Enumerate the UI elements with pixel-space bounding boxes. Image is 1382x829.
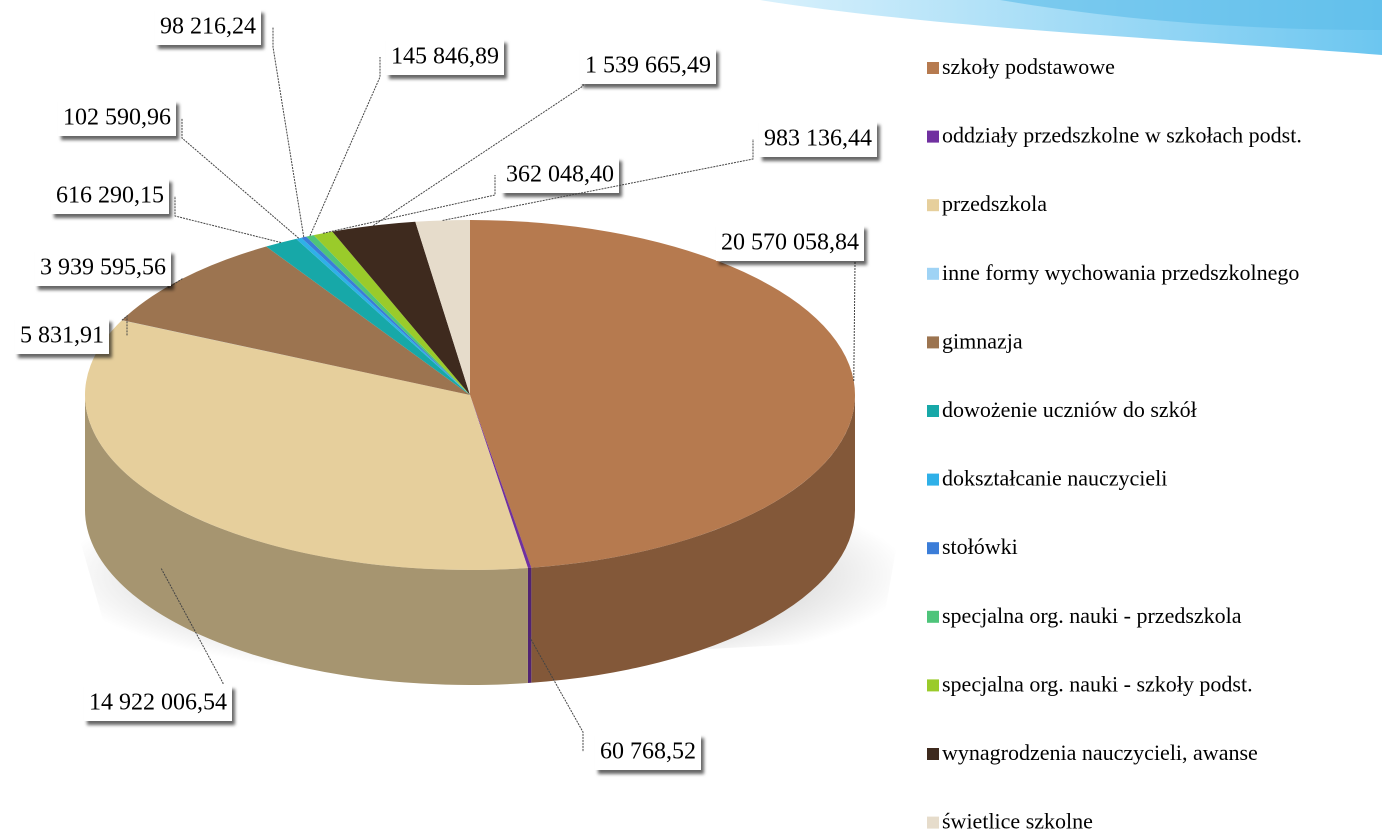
- leader-line: [322, 175, 496, 234]
- slice: [470, 220, 855, 568]
- data-label: 616 290,15: [56, 183, 164, 209]
- data-label-box: 98 216,24: [155, 9, 261, 45]
- data-label: 3 939 595,56: [40, 255, 166, 281]
- legend-label: przedszkola: [942, 191, 1047, 216]
- label-box: [84, 685, 232, 721]
- leader-line: [309, 57, 381, 237]
- slice: [301, 236, 470, 395]
- legend-swatch: [927, 473, 939, 486]
- data-label-box: 14 922 006,54: [84, 685, 232, 721]
- data-label-box: 5 831,91: [15, 318, 109, 354]
- legend-swatch: [927, 267, 939, 280]
- legend-swatch: [927, 542, 939, 555]
- data-label: 5 831,91: [20, 323, 104, 349]
- legend-label: dokształcanie nauczycieli: [942, 466, 1167, 491]
- data-label-box: 616 290,15: [51, 178, 169, 214]
- label-box: [155, 9, 261, 45]
- legend-label: wynagrodzenia nauczycieli, awanse: [942, 740, 1258, 765]
- legend-swatch: [927, 130, 939, 143]
- slice: [470, 395, 532, 569]
- data-label-box: 983 136,44: [759, 121, 877, 157]
- data-label: 14 922 006,54: [89, 690, 227, 716]
- label-box: [51, 178, 169, 214]
- slice: [296, 237, 470, 395]
- slice: [415, 220, 470, 395]
- label-box: [15, 318, 109, 354]
- data-label: 60 768,52: [600, 739, 696, 765]
- label-box: [595, 734, 701, 770]
- legend-swatch: [927, 748, 939, 760]
- data-label-box: 1 539 665,49: [580, 48, 716, 84]
- legend-label: stołówki: [942, 534, 1018, 559]
- legend-label: specjalna org. nauki - przedszkola: [942, 603, 1242, 628]
- legend-swatch: [927, 336, 939, 349]
- label-box: [501, 157, 619, 193]
- leader-line: [442, 139, 754, 221]
- slice: [313, 231, 470, 395]
- legend-swatch: [927, 199, 939, 212]
- legend-label: inne formy wychowania przedszkolnego: [942, 260, 1299, 285]
- label-box: [759, 121, 877, 157]
- label-box: [35, 250, 171, 286]
- data-label: 20 570 058,84: [721, 230, 859, 256]
- data-label-box: 145 846,89: [386, 39, 504, 75]
- leader-line: [181, 118, 300, 239]
- leader-line: [160, 568, 224, 703]
- slice-side: [527, 567, 532, 684]
- legend-swatch: [927, 405, 939, 417]
- slice: [121, 246, 470, 395]
- legend-label: szkoły podstawowe: [942, 54, 1115, 79]
- data-label: 983 136,44: [764, 126, 872, 152]
- leader-line: [853, 243, 856, 382]
- data-label-box: 102 590,96: [58, 100, 176, 136]
- legend-label: gimnazja: [942, 328, 1023, 353]
- leader-line: [174, 196, 282, 244]
- data-label: 145 846,89: [391, 44, 499, 70]
- leader-line: [272, 27, 305, 238]
- data-label: 1 539 665,49: [585, 53, 711, 79]
- legend-swatch: [927, 679, 939, 692]
- data-label: 102 590,96: [63, 105, 171, 131]
- data-label-box: 60 768,52: [595, 734, 701, 770]
- legend-swatch: [927, 62, 939, 74]
- data-label: 98 216,24: [160, 14, 256, 40]
- label-box: [580, 48, 716, 84]
- label-box: [386, 39, 504, 75]
- slice: [84, 320, 528, 570]
- slice-side: [531, 395, 855, 683]
- leader-line: [121, 314, 128, 336]
- legend-label: dowożenie uczniów do szkół: [942, 397, 1197, 422]
- data-label-box: 20 570 058,84: [716, 225, 864, 261]
- legend-swatch: [927, 816, 939, 829]
- leader-line: [529, 636, 584, 752]
- slice: [332, 221, 470, 395]
- legend-label: oddziały przedszkolne w szkołach podst.: [942, 123, 1302, 148]
- slice: [121, 320, 470, 395]
- data-label: 362 048,40: [506, 162, 614, 188]
- slice: [306, 235, 470, 395]
- leader-line: [372, 66, 584, 227]
- label-box: [58, 100, 176, 136]
- slice: [266, 238, 470, 395]
- label-box: [716, 225, 864, 261]
- data-label-box: 3 939 595,56: [35, 250, 171, 286]
- legend-label: specjalna org. nauki - szkoły podst.: [942, 671, 1253, 696]
- decor-wave: [1000, 0, 1382, 30]
- legend-label: świetlice szkolne: [942, 809, 1093, 829]
- legend-swatch: [927, 610, 939, 623]
- data-label-box: 362 048,40: [501, 157, 619, 193]
- slice-side: [85, 395, 528, 686]
